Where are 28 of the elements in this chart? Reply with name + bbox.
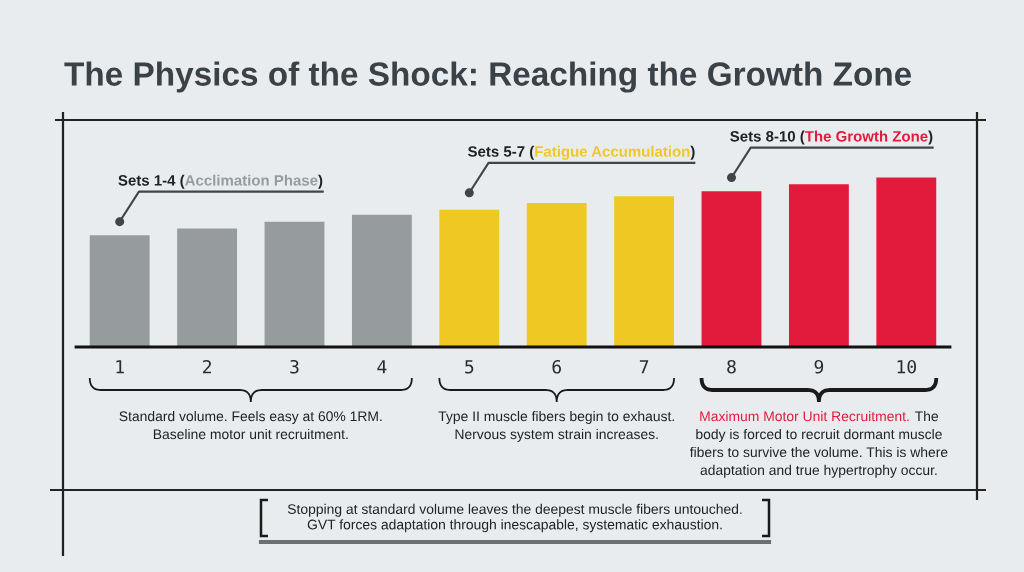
annotation: Sets 5-7 (Fatigue Accumulation)	[467, 145, 695, 160]
bar	[876, 177, 937, 347]
bar	[264, 221, 325, 347]
text: Standard volume. Feels easy at 60% 1RM. Baseline motor unit recruitment.	[119, 411, 382, 440]
bar	[526, 203, 587, 347]
x-tick-label: 4	[377, 360, 387, 374]
bar	[89, 235, 150, 347]
x-tick-label: 3	[290, 359, 299, 374]
annotation: Sets 1-4 (Acclimation Phase)	[118, 174, 323, 189]
bar	[177, 228, 238, 347]
text: Type II muscle fibers begin to exhaust. Nervous system strain increases.	[438, 411, 674, 442]
text: Maximum Motor Unit Recruitment. The body is forced to recruit dormant muscle fibers to survive the volume. This is where adaptation and true hypertrophy occur.	[689, 411, 948, 478]
x-tick-label: 9	[814, 359, 824, 374]
bar	[614, 196, 675, 347]
text: Stopping at standard volume leaves the deepest muscle fibers untouched. GVT forces adaptation through inescapable, systematic exhaustion.	[287, 503, 742, 533]
bar	[701, 191, 762, 347]
bar	[351, 214, 412, 347]
chart-title: The Physics of the Shock: Reaching the Growth Zone	[64, 61, 912, 93]
annotation: Sets 8-10 (The Growth Zone)	[730, 130, 933, 145]
bar	[439, 209, 500, 347]
x-tick-label: 10	[897, 359, 916, 374]
x-tick-label: 1	[116, 360, 124, 374]
x-tick-label: 5	[465, 360, 474, 374]
x-tick-label: 7	[639, 360, 649, 374]
x-tick-label: 2	[203, 359, 211, 374]
x-tick-label: 8	[727, 359, 736, 374]
x-tick-label: 6	[552, 359, 561, 374]
bar	[788, 184, 849, 347]
